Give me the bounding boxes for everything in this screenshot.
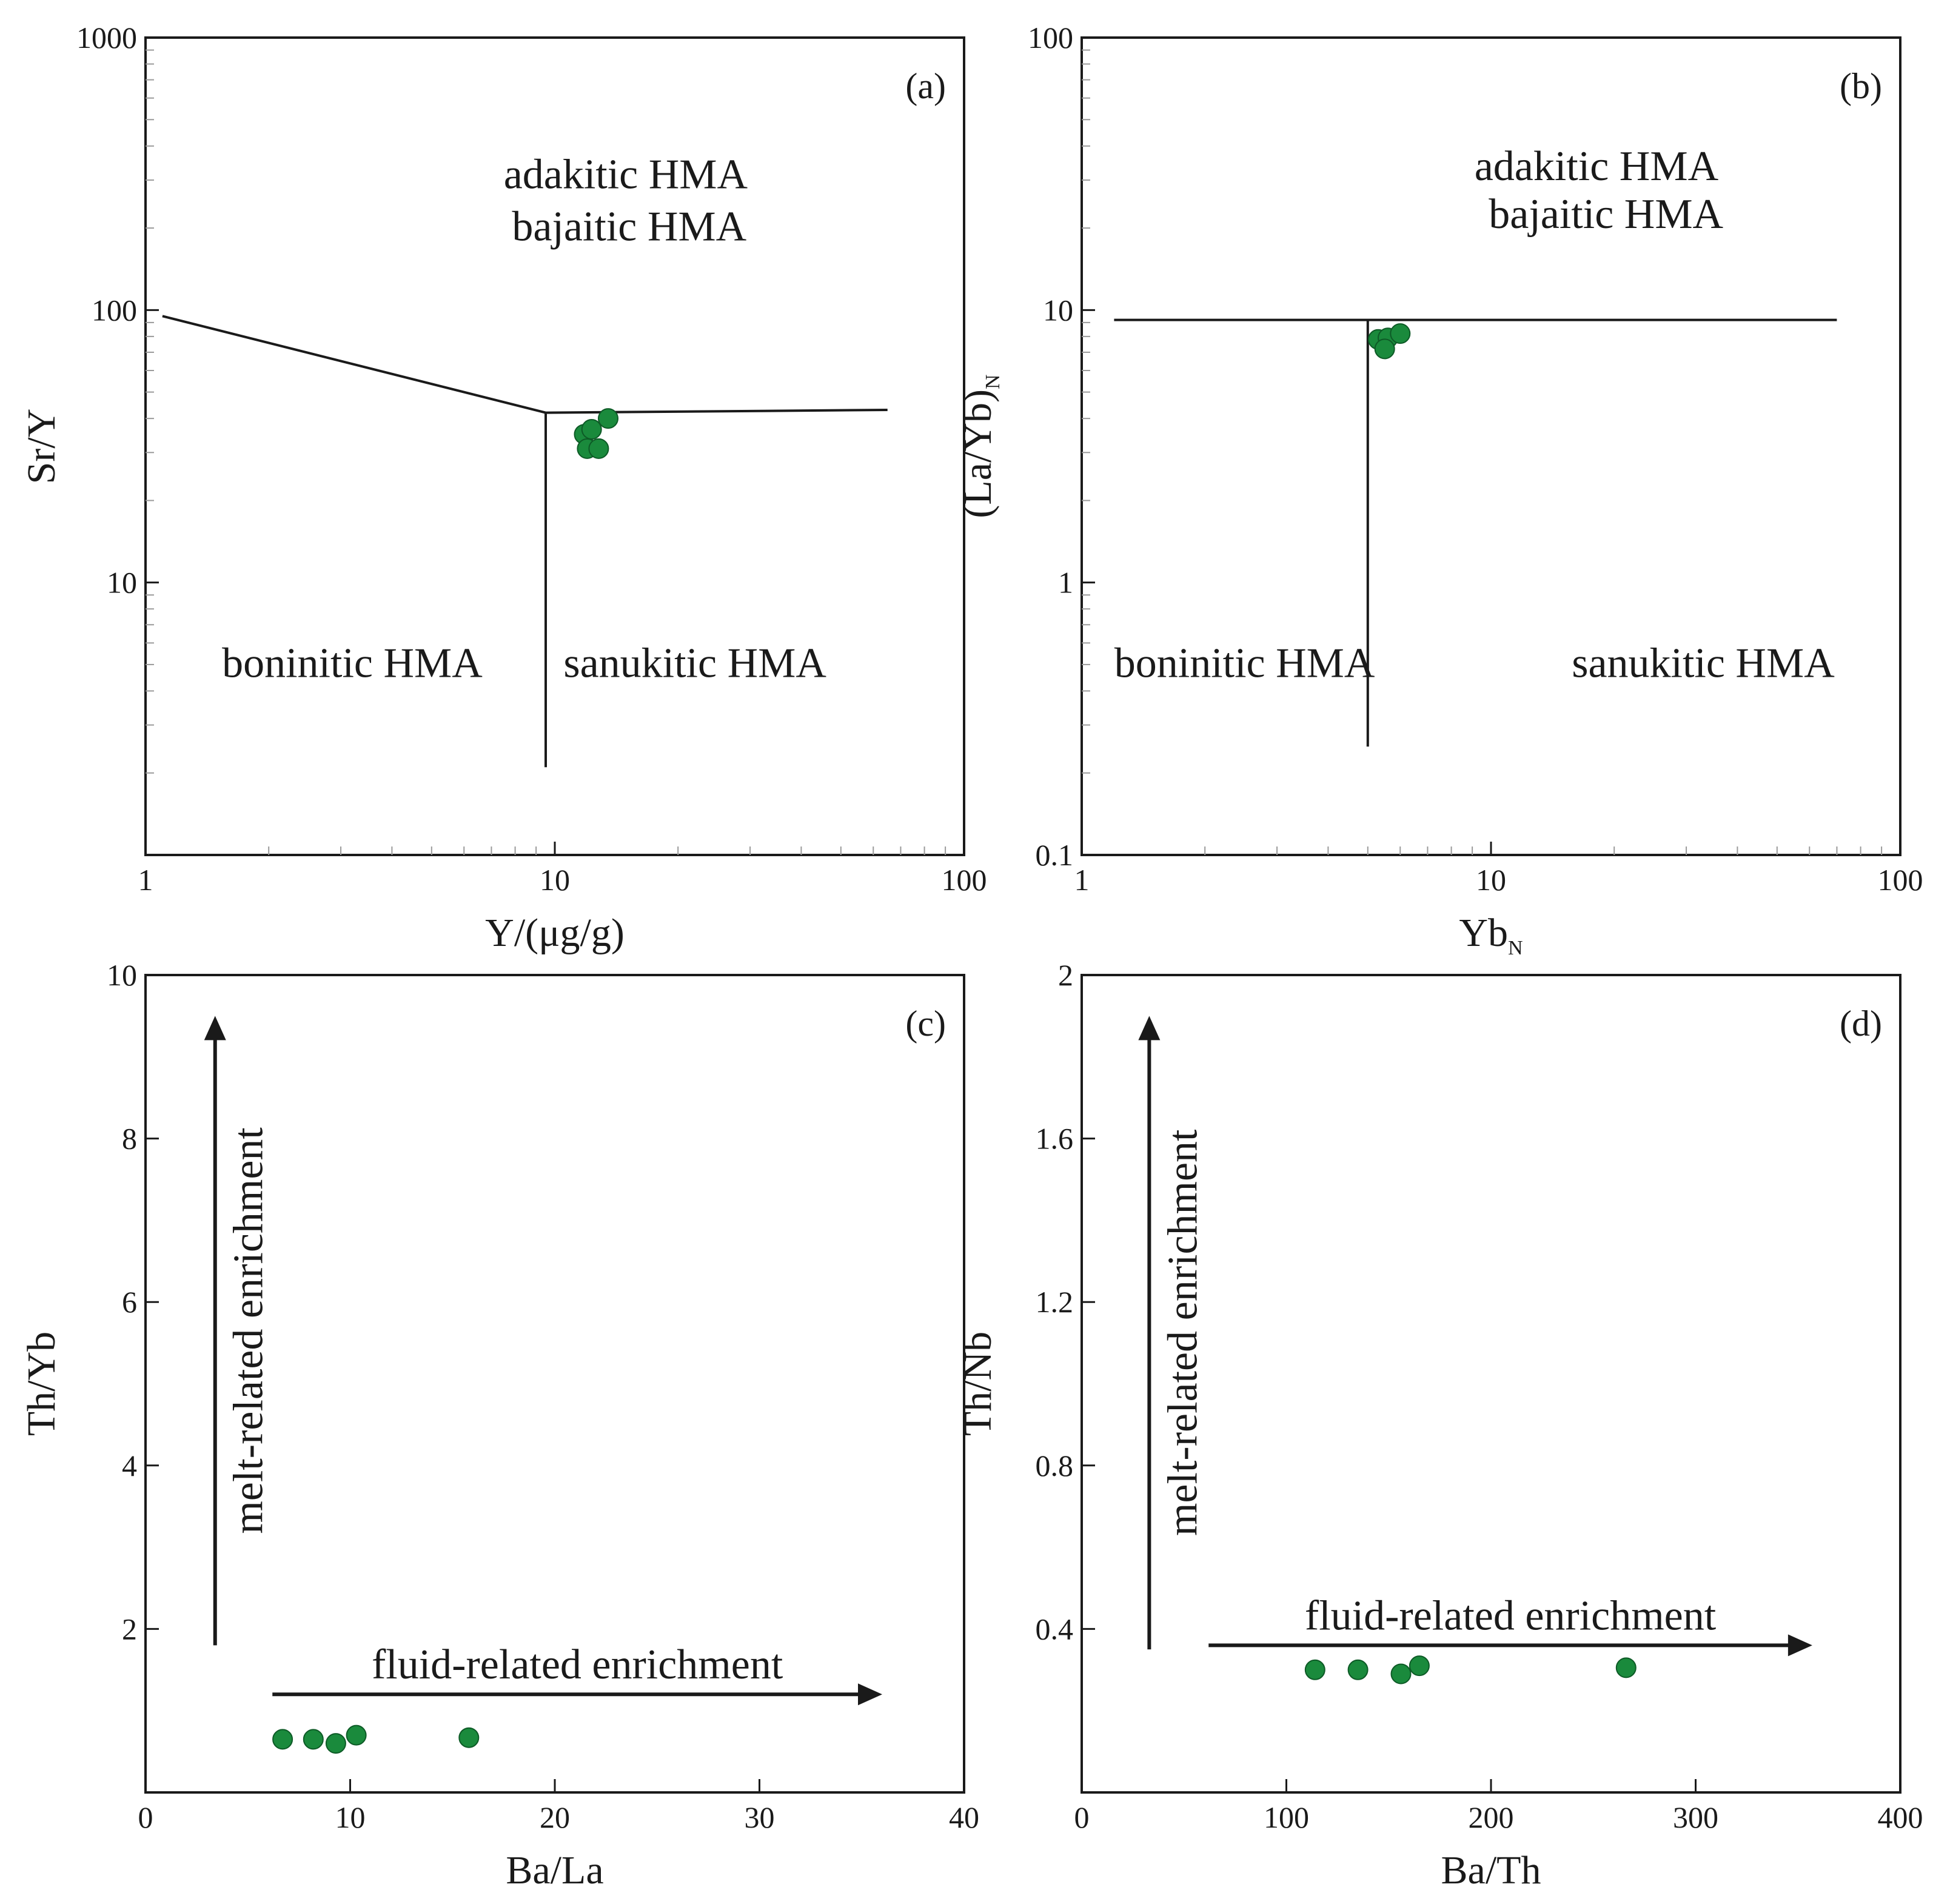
data-point [588,438,609,459]
y-tick-label: 2 [122,1612,137,1646]
y-tick-label: 1.6 [1036,1122,1074,1156]
data-point [272,1729,293,1750]
data-point [581,419,602,440]
x-tick-label: 40 [949,1800,979,1834]
x-tick-label: 400 [1878,1800,1923,1834]
panel-d: 0 100 200 300 400 0.4 0.8 1.2 1.6 2 Ba/Th Th/Nb (d) m… [956,958,1923,1892]
data-point [458,1727,480,1748]
x-tick-label: 10 [335,1800,366,1834]
field-label: sanukitic HMA [1572,640,1835,686]
x-axis-label: YbN [1459,911,1523,959]
y-tick-label: 6 [122,1285,137,1319]
field-boundary-line [162,315,888,414]
data-point [1390,1663,1412,1684]
y-axis-label-main: Th/Nb [956,1332,1000,1436]
y-tick-label: 1 [1058,566,1073,600]
y-tick-label: 2 [1058,958,1073,992]
x-axis-label: Y/(μg/g) [485,911,625,955]
panel-label: (b) [1840,66,1882,106]
arrow-head-icon [204,1016,226,1041]
arrow-label: melt-related enrichment [226,1127,272,1534]
data-point [1374,338,1395,360]
x-tick-label: 20 [540,1800,570,1834]
y-tick-label: 100 [92,293,137,327]
y-tick-label: 10 [1043,293,1073,327]
x-tick-label: 200 [1469,1800,1514,1834]
x-axis-label: Ba/Th [1441,1848,1541,1892]
x-axis-label-main: Yb [1459,911,1508,955]
data-point [1409,1655,1430,1677]
y-tick-label: 100 [1028,21,1073,55]
y-axis-label-main: Th/Yb [19,1332,64,1436]
x-axis-label-main: Y/(μg/g) [485,911,625,955]
y-tick-label: 0.1 [1036,838,1074,872]
x-tick-label: 30 [745,1800,775,1834]
y-tick-label: 0.8 [1036,1449,1074,1483]
y-tick-label: 10 [107,958,137,992]
panel-label: (d) [1840,1004,1882,1044]
y-tick-label: 8 [122,1122,137,1156]
x-tick-label: 10 [540,863,570,897]
arrow-label: fluid-related enrichment [372,1641,783,1688]
x-axis-label-sub: N [1508,937,1523,959]
data-point [1304,1659,1325,1680]
y-axis-label-main: Sr/Y [19,409,64,484]
data-point [1390,323,1411,344]
x-tick-label: 100 [1264,1800,1309,1834]
y-axis-label: Th/Yb [19,1332,64,1436]
arrow-head-icon [1788,1634,1812,1657]
y-tick-label: 4 [122,1449,137,1483]
x-tick-label: 1 [138,863,153,897]
data-point [325,1733,346,1754]
data-point [346,1725,367,1746]
field-label: adakitic HMA [1475,143,1719,190]
x-axis-label: Ba/La [506,1848,603,1892]
x-tick-label: 100 [942,863,987,897]
arrow-head-icon [858,1683,882,1706]
field-label: adakitic HMA [504,151,748,198]
y-tick-label: 0.4 [1036,1612,1074,1646]
data-point [303,1729,324,1750]
data-point [598,408,618,429]
y-tick-label: 1.2 [1036,1285,1074,1319]
field-label: boninitic HMA [1114,640,1375,686]
panel-label: (c) [905,1004,946,1044]
field-label: bajaitic HMA [512,204,746,250]
panel-a: 1 10 100 10 100 1000 Y/(μg/g) Sr/Y (a) adakitic H… [19,21,987,955]
y-axis-label: Th/Nb [956,1332,1000,1436]
arrow-label: fluid-related enrichment [1305,1592,1717,1639]
x-tick-label: 10 [1476,863,1506,897]
panel-c: 0 10 20 30 40 2 4 6 8 10 Ba/La Th/Yb (c) melt-related… [19,958,979,1892]
arrow-head-icon [1138,1016,1161,1041]
arrow-label: melt-related enrichment [1159,1129,1206,1536]
panel-label: (a) [905,66,946,106]
y-axis-label: (La/Yb)N [956,374,1004,518]
x-tick-label: 1 [1074,863,1090,897]
y-axis-label-main: (La/Yb) [956,389,1000,518]
field-label: bajaitic HMA [1489,191,1723,238]
field-label: sanukitic HMA [563,640,826,686]
data-point [1347,1659,1369,1680]
y-tick-label: 1000 [76,21,137,55]
y-axis-label-sub: N [982,374,1004,389]
x-tick-label: 100 [1878,863,1923,897]
x-tick-label: 0 [1074,1800,1090,1834]
x-tick-label: 300 [1673,1800,1718,1834]
y-tick-label: 10 [107,566,137,600]
x-tick-label: 0 [138,1800,153,1834]
field-label: boninitic HMA [222,640,483,686]
data-point [1615,1657,1637,1678]
x-axis-label-main: Ba/Th [1441,1848,1541,1892]
y-axis-label: Sr/Y [19,409,64,484]
x-axis-label-main: Ba/La [506,1848,603,1892]
